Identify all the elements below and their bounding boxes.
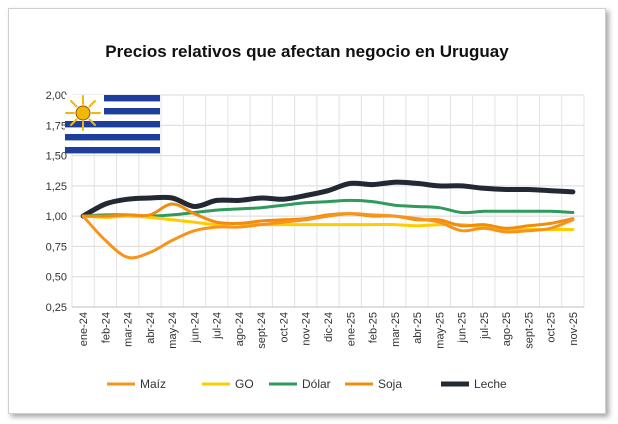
x-tick-label: jul-24	[212, 312, 224, 340]
legend-label: Maíz	[140, 377, 166, 391]
x-tick-label: ene-24	[78, 312, 90, 346]
y-tick-label: 0,75	[46, 241, 67, 253]
series-lines	[80, 179, 576, 260]
x-tick-label: oct-24	[278, 312, 290, 343]
legend-label: Soja	[378, 377, 402, 391]
x-tick-label: jun-25	[457, 312, 469, 344]
uruguay-flag-icon	[65, 95, 160, 154]
x-tick-label: abr-24	[145, 312, 157, 344]
y-tick-label: 0,50	[46, 272, 67, 284]
x-tick-label: nov-25	[568, 312, 580, 346]
chart-frame: Precios relativos que afectan negocio en…	[8, 8, 606, 414]
legend-label: GO	[235, 377, 254, 391]
x-tick-label: feb-25	[368, 312, 380, 343]
x-tick-label: oct-25	[546, 312, 558, 343]
y-tick-label: 0,25	[46, 302, 67, 314]
x-tick-label: ago-25	[501, 312, 513, 346]
legend-label: Dólar	[302, 377, 331, 391]
sun-of-may-icon	[65, 95, 101, 131]
line-chart: Precios relativos que afectan negocio en…	[46, 42, 585, 391]
x-tick-label: sept-24	[256, 312, 268, 349]
x-tick-label: jul-25	[479, 312, 491, 340]
legend: Maíz GO Dólar Soja Leche	[107, 377, 507, 391]
y-tick-label: 2,00	[46, 90, 67, 102]
x-tick-label: feb-24	[100, 312, 112, 343]
series-line-maíz	[81, 212, 575, 260]
y-tick-label: 1,50	[46, 151, 67, 163]
axes: 0,25 0,50 0,75 1,00 1,25 1,50 1,75 2,00 ene-24 fe…	[46, 90, 584, 349]
series-line-dólar	[81, 198, 575, 218]
x-tick-label: jun-24	[189, 312, 201, 344]
x-tick-label: mar-24	[123, 312, 135, 347]
x-tick-label: nov-24	[301, 312, 313, 346]
legend-label: Leche	[474, 377, 507, 391]
y-tick-label: 1,25	[46, 181, 67, 193]
chart-title: Precios relativos que afectan negocio en…	[105, 42, 509, 61]
y-tick-label: 1,75	[46, 120, 67, 132]
x-tick-label: may-25	[434, 312, 446, 349]
x-tick-label: mar-25	[390, 312, 402, 347]
y-tick-label: 1,00	[46, 211, 67, 223]
x-tick-label: ago-24	[234, 312, 246, 346]
x-tick-label: abr-25	[412, 312, 424, 344]
x-tick-label: sept-25	[523, 312, 535, 349]
x-tick-label: ene-25	[345, 312, 357, 346]
x-tick-label: may-24	[167, 312, 179, 349]
series-line-leche	[80, 179, 576, 219]
x-tick-label: dic-24	[323, 312, 335, 342]
